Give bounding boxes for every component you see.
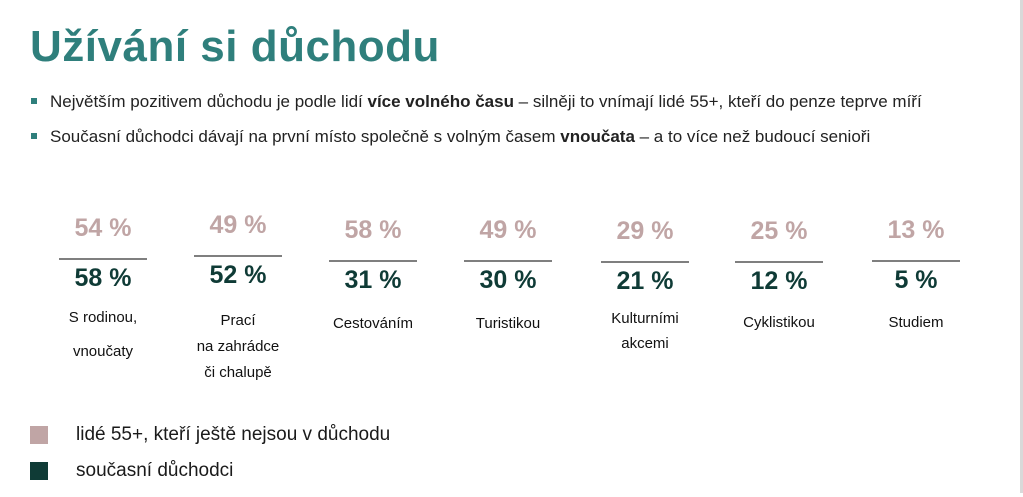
stat-value-future: 54 %: [74, 214, 132, 242]
bullet-text: Současní důchodci dávají na první místo …: [50, 127, 561, 146]
stat-value-current: 31 %: [344, 266, 402, 294]
stat-label: Prací na zahrádce či chalupě: [183, 308, 293, 386]
stat-value-current: 12 %: [750, 267, 808, 295]
stat-label: Cestováním: [318, 314, 428, 334]
stat-label-line: S rodinou,: [68, 309, 138, 326]
legend-label: současní důchodci: [76, 460, 234, 481]
stat-value-current: 21 %: [616, 267, 674, 295]
stat-divider: [329, 260, 417, 262]
stat-divider: [59, 258, 147, 260]
stat-divider: [601, 261, 689, 263]
legend: lidé 55+, kteří ještě nejsou v důchodu s…: [30, 424, 391, 497]
stat-value-future: 49 %: [209, 211, 267, 239]
stat-label-line: na zahrádce: [196, 338, 280, 355]
bullet-list: Největším pozitivem důchodu je podle lid…: [30, 92, 960, 162]
stat-label: Turistikou: [453, 314, 563, 334]
stat-value-future: 58 %: [344, 216, 402, 244]
stat-cycling: 25 % 12 % Cyklistikou: [724, 216, 834, 333]
stat-label-line: vnoučaty: [72, 343, 134, 360]
stat-label: S rodinou, vnoučaty: [48, 301, 158, 369]
stat-study: 13 % 5 % Studiem: [861, 215, 971, 333]
bullet-text: – silněji to vnímají lidé 55+, kteří do …: [513, 92, 922, 111]
stat-label-line: Studiem: [888, 314, 944, 331]
stat-family: 54 % 58 % S rodinou, vnoučaty: [48, 213, 158, 369]
bullet-emphasis: více volného času: [367, 92, 514, 111]
stat-label-line: Cyklistikou: [743, 314, 815, 331]
stat-value-future: 29 %: [616, 217, 674, 245]
bullet-square-icon: [31, 98, 37, 104]
stat-label: Kulturními akcemi: [590, 306, 700, 356]
bullet-emphasis: vnoučata: [560, 127, 635, 146]
stat-culture: 29 % 21 % Kulturními akcemi: [590, 216, 700, 356]
stat-label-line: Kulturními: [611, 310, 679, 327]
stat-value-current: 30 %: [479, 266, 537, 294]
stat-divider: [194, 255, 282, 257]
legend-item-future-retirees: lidé 55+, kteří ještě nejsou v důchodu: [30, 424, 391, 445]
stat-label-line: Turistikou: [475, 315, 541, 332]
stat-value-future: 25 %: [750, 217, 808, 245]
stat-divider: [872, 260, 960, 262]
stat-label-line: Prací: [220, 312, 256, 329]
bullet-text: – a to více než budoucí senioři: [634, 127, 871, 146]
stat-label-line: či chalupě: [204, 364, 272, 381]
stat-label-line: akcemi: [621, 335, 669, 352]
legend-item-current-retirees: současní důchodci: [30, 460, 390, 481]
stat-value-current: 58 %: [74, 264, 132, 292]
stat-value-future: 13 %: [887, 216, 945, 244]
slide-edge: [1020, 0, 1023, 493]
stat-label: Studiem: [861, 313, 971, 333]
legend-swatch-future: [30, 426, 48, 444]
bullet-item: Největším pozitivem důchodu je podle lid…: [30, 92, 960, 112]
stat-travel: 58 % 31 % Cestováním: [318, 215, 428, 334]
bullet-square-icon: [31, 133, 37, 139]
stat-divider: [735, 261, 823, 263]
legend-swatch-current: [30, 462, 48, 480]
legend-label: lidé 55+, kteří ještě nejsou v důchodu: [76, 424, 391, 445]
stat-hiking: 49 % 30 % Turistikou: [453, 215, 563, 334]
stat-value-future: 49 %: [479, 216, 537, 244]
bullet-text: Největším pozitivem důchodu je podle lid…: [50, 92, 368, 111]
stat-label: Cyklistikou: [724, 313, 834, 333]
stat-garden: 49 % 52 % Prací na zahrádce či chalupě: [183, 210, 293, 386]
stat-value-current: 5 %: [894, 266, 938, 294]
stat-label-line: Cestováním: [332, 315, 414, 332]
bullet-item: Současní důchodci dávají na první místo …: [30, 127, 960, 147]
stat-value-current: 52 %: [209, 261, 267, 289]
stat-divider: [464, 260, 552, 262]
page-title: Užívání si důchodu: [30, 22, 440, 71]
